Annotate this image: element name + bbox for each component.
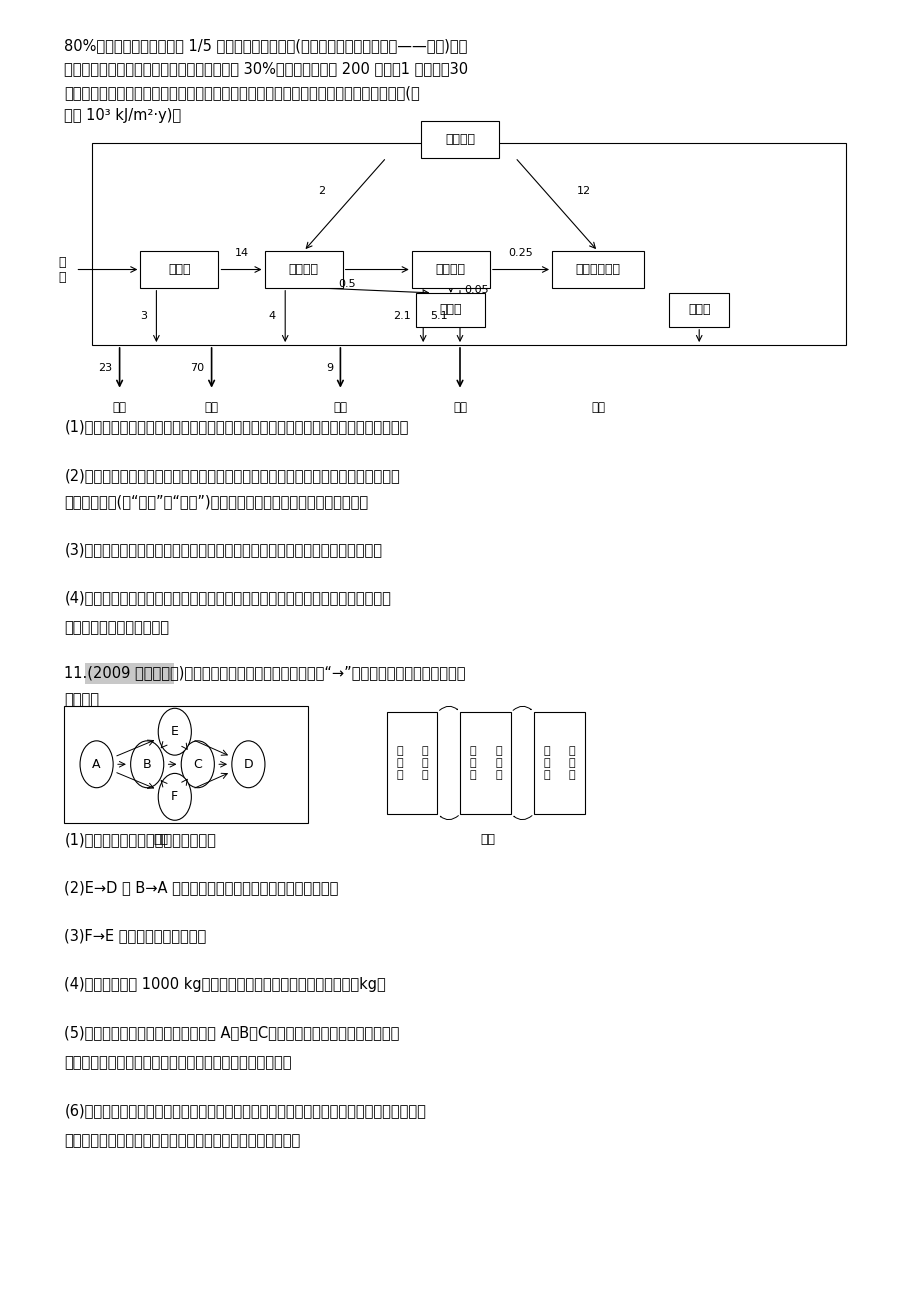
- Text: 5.1: 5.1: [430, 311, 448, 322]
- FancyBboxPatch shape: [265, 251, 343, 288]
- FancyBboxPatch shape: [387, 712, 437, 814]
- Text: D: D: [244, 758, 253, 771]
- Text: 热能: 热能: [452, 401, 467, 414]
- FancyBboxPatch shape: [412, 251, 489, 288]
- Text: 12: 12: [576, 186, 591, 197]
- Text: 70: 70: [190, 363, 204, 374]
- Text: 析回答：: 析回答：: [64, 691, 99, 707]
- Text: 丙
增
多: 丙 增 多: [568, 746, 574, 780]
- Text: 3: 3: [140, 311, 147, 322]
- Text: 热能: 热能: [333, 401, 347, 414]
- Text: 分解者: 分解者: [439, 303, 461, 316]
- Text: 热能: 热能: [590, 401, 605, 414]
- Text: 2.1: 2.1: [393, 311, 411, 322]
- Text: (2)E→D 和 B→A 过程中，碳的流动形式分别是＿＿＿＿＿。: (2)E→D 和 B→A 过程中，碳的流动形式分别是＿＿＿＿＿。: [64, 880, 338, 896]
- Circle shape: [158, 708, 191, 755]
- Text: 顶位肉食动物: 顶位肉食动物: [575, 263, 619, 276]
- Text: 4: 4: [268, 311, 276, 322]
- Text: (1)图一中，生产者是＿＿＿＿＿＿。: (1)图一中，生产者是＿＿＿＿＿＿。: [64, 832, 216, 848]
- Text: 乙
增
多: 乙 增 多: [494, 746, 501, 780]
- Text: 米厚的大型泥石流带。下图为地震毁损的某自然保护区人为干预下恢复过程的能量流动图(单: 米厚的大型泥石流带。下图为地震毁损的某自然保护区人为干预下恢复过程的能量流动图(…: [64, 85, 420, 100]
- FancyBboxPatch shape: [85, 663, 174, 684]
- FancyArrowPatch shape: [513, 706, 530, 711]
- Text: 布于此。据不完全统计，地震后植被毁损达到 30%以上，还出现了 200 米宽、1 公里长、30: 布于此。据不完全统计，地震后植被毁损达到 30%以上，还出现了 200 米宽、1…: [64, 61, 468, 77]
- FancyArrowPatch shape: [440, 815, 458, 820]
- Text: 23: 23: [98, 363, 112, 374]
- FancyArrowPatch shape: [439, 706, 457, 711]
- Circle shape: [158, 773, 191, 820]
- Circle shape: [181, 741, 214, 788]
- FancyBboxPatch shape: [669, 293, 729, 327]
- Text: B: B: [142, 758, 152, 771]
- Text: ＿＿＿＿＿＿＿＿＿＿＿。: ＿＿＿＿＿＿＿＿＿＿＿。: [64, 620, 169, 635]
- Text: 0.5: 0.5: [337, 279, 356, 289]
- Text: 2: 2: [318, 186, 325, 197]
- Text: (1)食物链中，除生产者外其他营养级需要补偿能量输入的原因是＿＿＿＿＿＿＿＿＿。: (1)食物链中，除生产者外其他营养级需要补偿能量输入的原因是＿＿＿＿＿＿＿＿＿。: [64, 419, 408, 435]
- Text: (4)若消耗生产者 1000 kg，位于最高营养级的生物最多可增重＿＿kg。: (4)若消耗生产者 1000 kg，位于最高营养级的生物最多可增重＿＿kg。: [64, 976, 386, 992]
- Text: F: F: [171, 790, 178, 803]
- Circle shape: [80, 741, 113, 788]
- Text: (3)F→E 需经＿＿＿＿＿作用。: (3)F→E 需经＿＿＿＿＿作用。: [64, 928, 207, 944]
- Text: 生产者: 生产者: [168, 263, 190, 276]
- Text: 0.25: 0.25: [508, 247, 533, 258]
- Text: 热能: 热能: [112, 401, 127, 414]
- Text: 图二: 图二: [480, 833, 494, 846]
- Text: 甲
减
少: 甲 减 少: [396, 746, 403, 780]
- Text: E: E: [171, 725, 178, 738]
- FancyBboxPatch shape: [416, 293, 485, 327]
- Text: 植食动物: 植食动物: [289, 263, 318, 276]
- Text: (4)试分析相关泥石流带对该区域熊猫繁殖造成的可能影响：＿＿＿＿＿＿＿＿＿＿: (4)试分析相关泥石流带对该区域熊猫繁殖造成的可能影响：＿＿＿＿＿＿＿＿＿＿: [64, 590, 391, 605]
- Circle shape: [130, 741, 164, 788]
- Text: 9: 9: [325, 363, 333, 374]
- Text: ＿＿＿。这种反馈调节对生态平衡起＿＿＿＿＿调节作用。: ＿＿＿。这种反馈调节对生态平衡起＿＿＿＿＿调节作用。: [64, 1055, 291, 1070]
- Text: 丙
减
少: 丙 减 少: [543, 746, 550, 780]
- Text: 发。其主要原因是＿＿＿＿＿＿＿＿＿、＿＿＿＿＿＿＿＿。: 发。其主要原因是＿＿＿＿＿＿＿＿＿、＿＿＿＿＿＿＿＿。: [64, 1133, 301, 1148]
- Text: 补偿输入: 补偿输入: [445, 133, 474, 146]
- FancyArrowPatch shape: [514, 815, 531, 820]
- FancyBboxPatch shape: [421, 121, 498, 158]
- Text: C: C: [193, 758, 202, 771]
- Text: 未利用: 未利用: [687, 303, 709, 316]
- Text: 位为 10³ kJ/m²·y)。: 位为 10³ kJ/m²·y)。: [64, 108, 181, 124]
- Text: (5)如果图二中甲、乙、丙代表图一中 A、B、C，则甲、乙、丙分别依次代表的是: (5)如果图二中甲、乙、丙代表图一中 A、B、C，则甲、乙、丙分别依次代表的是: [64, 1025, 400, 1040]
- Text: 11.(2009 年湛江一模)图一为某草原生态系统的结构简图，“→”表示碳的流动方向。请据图分: 11.(2009 年湛江一模)图一为某草原生态系统的结构简图，“→”表示碳的流动…: [64, 665, 465, 681]
- Text: A: A: [92, 758, 101, 771]
- FancyBboxPatch shape: [141, 251, 219, 288]
- Text: 80%的大熊猫种群及我国近 1/5 的特有种子植物属种(如久负盛名的中国鳓子树——珙桐)均分: 80%的大熊猫种群及我国近 1/5 的特有种子植物属种(如久负盛名的中国鳓子树—…: [64, 38, 467, 53]
- FancyBboxPatch shape: [64, 706, 308, 823]
- Text: 乙
减
少: 乙 减 少: [470, 746, 476, 780]
- FancyBboxPatch shape: [551, 251, 643, 288]
- Text: 阳
光: 阳 光: [59, 255, 66, 284]
- Text: 肉食动物: 肉食动物: [436, 263, 465, 276]
- Text: (2)计算可知，肉食性动物需补偿输入的能量值为＿＿＿＿＿＿＿＿。由图可知营养级: (2)计算可知，肉食性动物需补偿输入的能量值为＿＿＿＿＿＿＿＿。由图可知营养级: [64, 467, 400, 483]
- Circle shape: [232, 741, 265, 788]
- FancyBboxPatch shape: [533, 712, 584, 814]
- FancyBboxPatch shape: [460, 712, 511, 814]
- Text: ＿＿＿＿＿＿(填“较高”或“较低”)的生物，在这场地震中受到的影响较大。: ＿＿＿＿＿＿(填“较高”或“较低”)的生物，在这场地震中受到的影响较大。: [64, 493, 369, 509]
- Text: 14: 14: [234, 247, 248, 258]
- Text: 甲
增
多: 甲 增 多: [421, 746, 427, 780]
- Text: 图一: 图一: [153, 833, 168, 846]
- Text: 0.05: 0.05: [464, 285, 488, 296]
- FancyBboxPatch shape: [92, 143, 845, 345]
- Text: (6)在牧业生产中，为保护优良牧草，连年使用同一种化学杀虫剂，结果常导致害虫再度大爆: (6)在牧业生产中，为保护优良牧草，连年使用同一种化学杀虫剂，结果常导致害虫再度…: [64, 1103, 425, 1118]
- Text: (3)在人为干预下，能量在第二营养级到第三营养级之间传递效率为＿＿＿＿＿。: (3)在人为干预下，能量在第二营养级到第三营养级之间传递效率为＿＿＿＿＿。: [64, 542, 382, 557]
- Text: 热能: 热能: [204, 401, 219, 414]
